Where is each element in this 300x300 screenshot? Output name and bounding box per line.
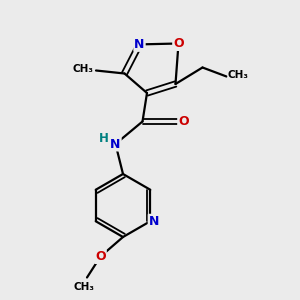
Text: H: H bbox=[99, 132, 109, 145]
Text: O: O bbox=[95, 250, 106, 263]
Text: O: O bbox=[178, 115, 189, 128]
Text: CH₃: CH₃ bbox=[73, 64, 94, 74]
Text: N: N bbox=[149, 215, 159, 228]
Text: N: N bbox=[134, 38, 145, 51]
Text: O: O bbox=[173, 37, 184, 50]
Text: CH₃: CH₃ bbox=[228, 70, 249, 80]
Text: CH₃: CH₃ bbox=[74, 282, 94, 292]
Text: N: N bbox=[110, 137, 121, 151]
